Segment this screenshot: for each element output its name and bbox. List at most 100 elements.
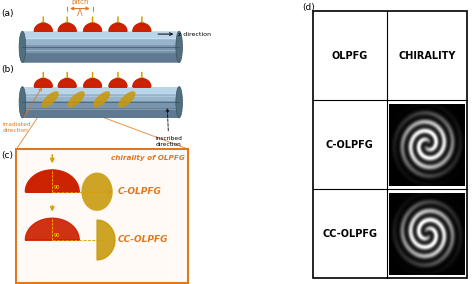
Polygon shape bbox=[59, 24, 75, 31]
Polygon shape bbox=[84, 24, 101, 31]
Text: CHIRALITY: CHIRALITY bbox=[398, 51, 456, 61]
Polygon shape bbox=[27, 172, 77, 192]
FancyBboxPatch shape bbox=[17, 149, 188, 283]
Polygon shape bbox=[84, 79, 101, 87]
Polygon shape bbox=[109, 79, 126, 87]
Polygon shape bbox=[84, 79, 101, 87]
Polygon shape bbox=[58, 79, 76, 87]
Polygon shape bbox=[59, 79, 76, 87]
Polygon shape bbox=[35, 24, 52, 31]
Polygon shape bbox=[59, 24, 75, 31]
Polygon shape bbox=[109, 79, 127, 87]
Polygon shape bbox=[133, 24, 151, 31]
Polygon shape bbox=[133, 23, 151, 31]
Ellipse shape bbox=[93, 91, 110, 108]
Text: chirality of OLPFG: chirality of OLPFG bbox=[111, 155, 185, 161]
Polygon shape bbox=[26, 170, 79, 192]
Polygon shape bbox=[26, 170, 79, 192]
Polygon shape bbox=[84, 24, 101, 31]
Polygon shape bbox=[109, 24, 127, 31]
Polygon shape bbox=[134, 24, 150, 31]
Polygon shape bbox=[59, 24, 76, 31]
Polygon shape bbox=[35, 79, 52, 87]
Polygon shape bbox=[83, 23, 101, 31]
Text: inscribed
direction: inscribed direction bbox=[155, 109, 182, 147]
Polygon shape bbox=[35, 79, 52, 87]
Polygon shape bbox=[133, 79, 151, 87]
Polygon shape bbox=[58, 24, 76, 31]
Polygon shape bbox=[34, 79, 52, 87]
Text: CC-OLPFG: CC-OLPFG bbox=[118, 235, 168, 245]
Polygon shape bbox=[109, 24, 127, 31]
Polygon shape bbox=[34, 23, 52, 31]
Polygon shape bbox=[59, 24, 76, 31]
Polygon shape bbox=[59, 79, 75, 87]
Polygon shape bbox=[35, 24, 52, 31]
Text: (d): (d) bbox=[302, 3, 315, 12]
Polygon shape bbox=[84, 79, 101, 87]
Polygon shape bbox=[109, 79, 127, 87]
Polygon shape bbox=[35, 24, 52, 31]
Polygon shape bbox=[35, 79, 52, 87]
Polygon shape bbox=[84, 79, 101, 87]
Polygon shape bbox=[35, 23, 52, 31]
Polygon shape bbox=[27, 172, 77, 192]
Polygon shape bbox=[59, 24, 75, 31]
Polygon shape bbox=[59, 79, 76, 87]
Polygon shape bbox=[133, 23, 151, 31]
Polygon shape bbox=[133, 79, 150, 87]
Polygon shape bbox=[59, 24, 76, 31]
Polygon shape bbox=[27, 171, 78, 192]
Text: (c): (c) bbox=[1, 151, 13, 160]
Polygon shape bbox=[109, 79, 127, 87]
Polygon shape bbox=[59, 24, 76, 31]
Polygon shape bbox=[133, 79, 150, 87]
Polygon shape bbox=[84, 24, 101, 31]
Polygon shape bbox=[84, 79, 101, 87]
Polygon shape bbox=[133, 79, 151, 87]
Polygon shape bbox=[35, 79, 52, 87]
Polygon shape bbox=[133, 23, 151, 31]
Polygon shape bbox=[59, 79, 75, 87]
Text: C-OLPFG: C-OLPFG bbox=[326, 140, 374, 150]
Ellipse shape bbox=[67, 91, 85, 108]
Polygon shape bbox=[109, 79, 126, 87]
Polygon shape bbox=[58, 23, 76, 31]
Polygon shape bbox=[84, 24, 101, 31]
Polygon shape bbox=[84, 23, 101, 31]
Polygon shape bbox=[84, 24, 101, 31]
Polygon shape bbox=[133, 79, 151, 87]
Polygon shape bbox=[133, 23, 151, 31]
Polygon shape bbox=[84, 24, 101, 31]
Ellipse shape bbox=[176, 31, 182, 62]
Polygon shape bbox=[58, 23, 76, 31]
Polygon shape bbox=[58, 79, 76, 87]
Polygon shape bbox=[134, 79, 150, 87]
Text: (b): (b) bbox=[1, 65, 14, 74]
Polygon shape bbox=[58, 79, 76, 87]
Polygon shape bbox=[109, 23, 127, 31]
Ellipse shape bbox=[118, 91, 136, 108]
Polygon shape bbox=[133, 23, 151, 31]
Polygon shape bbox=[109, 23, 127, 31]
Polygon shape bbox=[35, 24, 52, 31]
Polygon shape bbox=[133, 79, 151, 87]
Polygon shape bbox=[58, 79, 76, 87]
Polygon shape bbox=[109, 24, 127, 31]
Polygon shape bbox=[59, 24, 76, 31]
Polygon shape bbox=[35, 79, 52, 87]
Polygon shape bbox=[84, 79, 101, 87]
Polygon shape bbox=[83, 23, 101, 31]
Polygon shape bbox=[35, 24, 52, 31]
Polygon shape bbox=[133, 24, 150, 31]
Polygon shape bbox=[133, 79, 150, 87]
Polygon shape bbox=[59, 24, 76, 31]
Text: pitch: pitch bbox=[71, 0, 89, 5]
Polygon shape bbox=[27, 171, 78, 192]
Polygon shape bbox=[27, 172, 77, 192]
Polygon shape bbox=[84, 79, 101, 87]
Text: Λ: Λ bbox=[77, 9, 83, 18]
Polygon shape bbox=[84, 79, 101, 87]
Polygon shape bbox=[133, 79, 150, 87]
Text: OLPFG: OLPFG bbox=[332, 51, 368, 61]
